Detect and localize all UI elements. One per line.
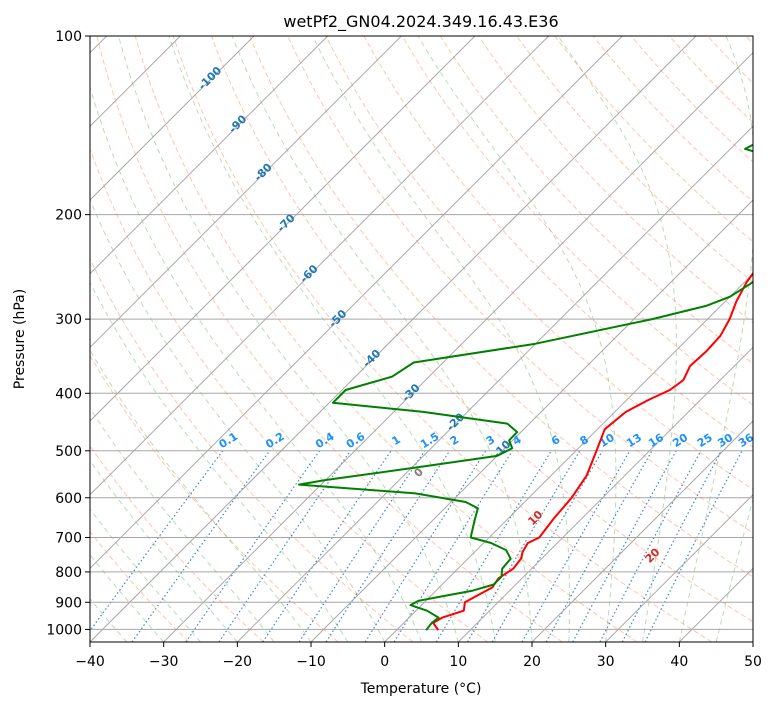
- y-tick-label: 300: [55, 312, 82, 328]
- x-tick-label: 50: [744, 654, 762, 670]
- y-tick-label: 1000: [46, 622, 82, 638]
- x-tick-label: −30: [149, 654, 179, 670]
- chart-title: wetPf2_GN04.2024.349.16.43.E36: [283, 12, 558, 32]
- x-tick-label: 30: [597, 654, 615, 670]
- y-tick-label: 800: [55, 565, 82, 581]
- x-tick-label: 0: [380, 654, 389, 670]
- y-tick-label: 500: [55, 444, 82, 460]
- y-axis-label: Pressure (hPa): [12, 289, 28, 389]
- x-tick-label: −40: [75, 654, 105, 670]
- x-tick-label: −20: [223, 654, 253, 670]
- y-tick-label: 400: [55, 386, 82, 402]
- y-tick-label: 100: [55, 29, 82, 45]
- x-tick-label: 10: [449, 654, 467, 670]
- x-tick-label: −10: [296, 654, 326, 670]
- y-tick-label: 900: [55, 595, 82, 611]
- y-tick-label: 200: [55, 208, 82, 224]
- y-tick-label: 600: [55, 491, 82, 507]
- y-tick-label: 700: [55, 531, 82, 547]
- x-axis-label: Temperature (°C): [360, 681, 482, 697]
- x-tick-label: 40: [670, 654, 688, 670]
- x-tick-label: 20: [523, 654, 541, 670]
